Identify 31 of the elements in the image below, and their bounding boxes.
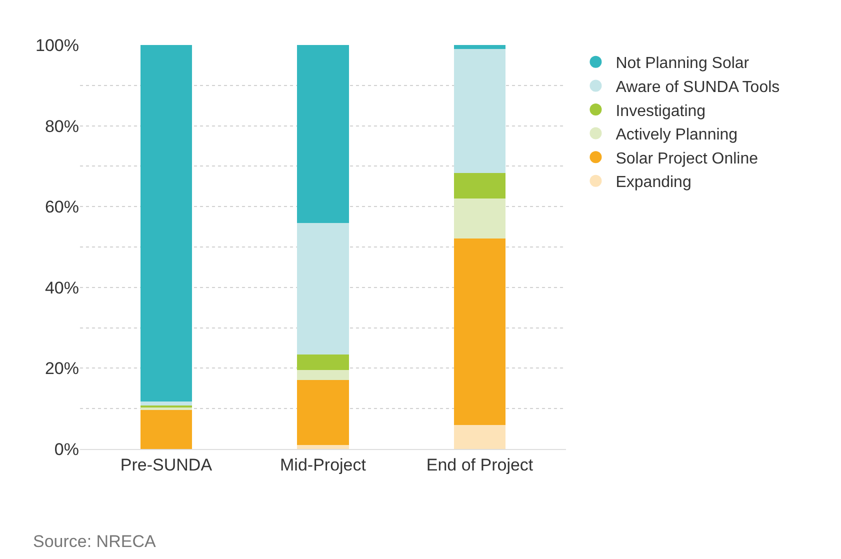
bar <box>454 238 506 426</box>
y-tick-label: 0% <box>54 440 79 459</box>
bar <box>454 198 506 239</box>
bar <box>454 425 506 449</box>
bar <box>297 380 349 445</box>
bar <box>297 354 349 370</box>
x-tick-label: Mid-Project <box>280 455 366 474</box>
legend-label: Not Planning Solar <box>616 55 750 72</box>
bar <box>140 401 192 406</box>
y-tick-label: 100% <box>36 36 79 55</box>
legend-label: Investigating <box>616 102 706 120</box>
bar <box>454 173 506 199</box>
y-tick-label: 80% <box>44 116 79 136</box>
bar <box>454 49 506 174</box>
legend-label: Solar Project Online <box>616 150 758 168</box>
bar <box>454 45 506 50</box>
bar <box>140 45 192 402</box>
bar <box>140 410 192 449</box>
x-tick-label: Pre-SUNDA <box>120 455 213 474</box>
legend-label: Actively Planning <box>616 126 738 144</box>
y-tick-label: 40% <box>44 278 79 298</box>
legend-label: Aware of SUNDA Tools <box>616 78 780 96</box>
bar <box>297 222 349 354</box>
y-tick-label: 60% <box>44 198 79 217</box>
y-tick-label: 20% <box>44 359 79 378</box>
bar <box>297 45 349 223</box>
bar <box>297 370 349 380</box>
legend-label: Expanding <box>616 174 692 192</box>
source-note: Source: NRECA <box>33 532 156 551</box>
x-tick-label: End of Project <box>426 455 534 474</box>
bar <box>297 444 349 449</box>
